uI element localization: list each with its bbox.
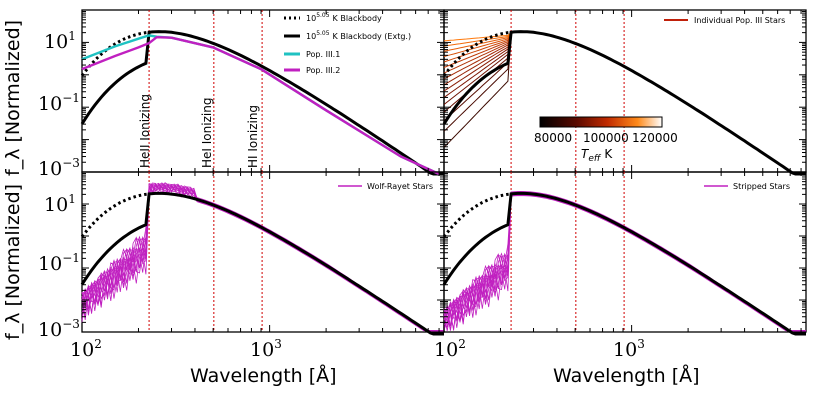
- star-spectrum: [443, 191, 806, 332]
- colorbar-tick-80000: 80000: [534, 131, 572, 145]
- x-axis-label-right: Wavelength [Å]: [553, 364, 700, 387]
- panels: [80, 9, 807, 336]
- region-label-heii: HeII Ionizing: [138, 94, 152, 168]
- x-tick-labels: 102 103 102 103: [70, 337, 645, 361]
- y-tick-bot-m1: 10−1: [38, 251, 80, 275]
- legend-label-blackbody: 105.05 K Blackbody: [306, 12, 382, 23]
- series-line-0: [81, 34, 440, 176]
- y-tick-top-m1: 10−1: [38, 91, 80, 115]
- x-axis-label-left: Wavelength [Å]: [190, 364, 337, 387]
- region-labels: HeII Ionizing HeI Ionizing HI Ionizing: [138, 94, 260, 168]
- legend-label-pop31: Pop. III.1: [306, 50, 340, 59]
- legend-bottom-left: Wolf-Rayet Stars: [338, 182, 433, 191]
- legend-label-wolf-rayet: Wolf-Rayet Stars: [367, 182, 433, 191]
- x-tick-left-1000: 103: [250, 337, 282, 361]
- y-tick-bot-1: 101: [44, 192, 76, 216]
- y-tick-top-1: 101: [44, 29, 76, 53]
- blackbody-extinct-line: [80, 30, 444, 176]
- series-line-1: [81, 35, 440, 176]
- colorbar-label: Teff K: [581, 147, 613, 164]
- x-tick-right-100: 102: [434, 337, 466, 361]
- x-tick-left-100: 102: [70, 337, 102, 361]
- colorbar: 80000 100000 120000 Teff K: [534, 116, 678, 164]
- y-axis-label-top: f_λ [Normalized]: [2, 20, 24, 176]
- legend-label-individual-pop3: Individual Pop. III Stars: [694, 16, 785, 25]
- legend-top-left: 105.05 K Blackbody 105.05 K Blackbody (Ext…: [284, 12, 411, 75]
- y-tick-bot-m3: 10−3: [38, 317, 80, 341]
- blackbody-extinct-line: [442, 30, 806, 176]
- region-label-hi: HI Ionizing: [246, 105, 260, 168]
- blackbody-dotted-line: [442, 192, 512, 238]
- colorbar-tick-100000: 100000: [583, 131, 629, 145]
- blackbody-extinct-line: [442, 191, 806, 336]
- blackbody-extinct-line: [80, 191, 444, 336]
- blackbody-dotted-line: [442, 30, 512, 77]
- blackbody-dotted-line: [80, 192, 150, 238]
- panel-frame: [443, 171, 807, 333]
- legend-bottom-right: Stripped Stars: [704, 182, 790, 191]
- blackbody-dotted-line: [80, 30, 150, 77]
- pop3-star-spectrum: [443, 31, 806, 175]
- legend-label-pop32: Pop. III.2: [306, 66, 340, 75]
- legend-top-right: Individual Pop. III Stars: [664, 16, 785, 25]
- y-tick-labels: 101 10−1 10−3 101 10−1 10−3: [38, 29, 80, 341]
- y-axis-label-bottom: f_λ [Normalized]: [2, 184, 24, 340]
- x-tick-right-1000: 103: [613, 337, 645, 361]
- region-label-hei: HeI Ionizing: [200, 98, 214, 168]
- star-spectrum: [443, 190, 806, 332]
- legend-label-blackbody-extg: 105.05 K Blackbody (Extg.): [306, 30, 411, 41]
- y-tick-top-m3: 10−3: [38, 156, 80, 180]
- legend-label-stripped: Stripped Stars: [733, 182, 790, 191]
- colorbar-gradient: [539, 116, 663, 128]
- colorbar-tick-120000: 120000: [632, 131, 678, 145]
